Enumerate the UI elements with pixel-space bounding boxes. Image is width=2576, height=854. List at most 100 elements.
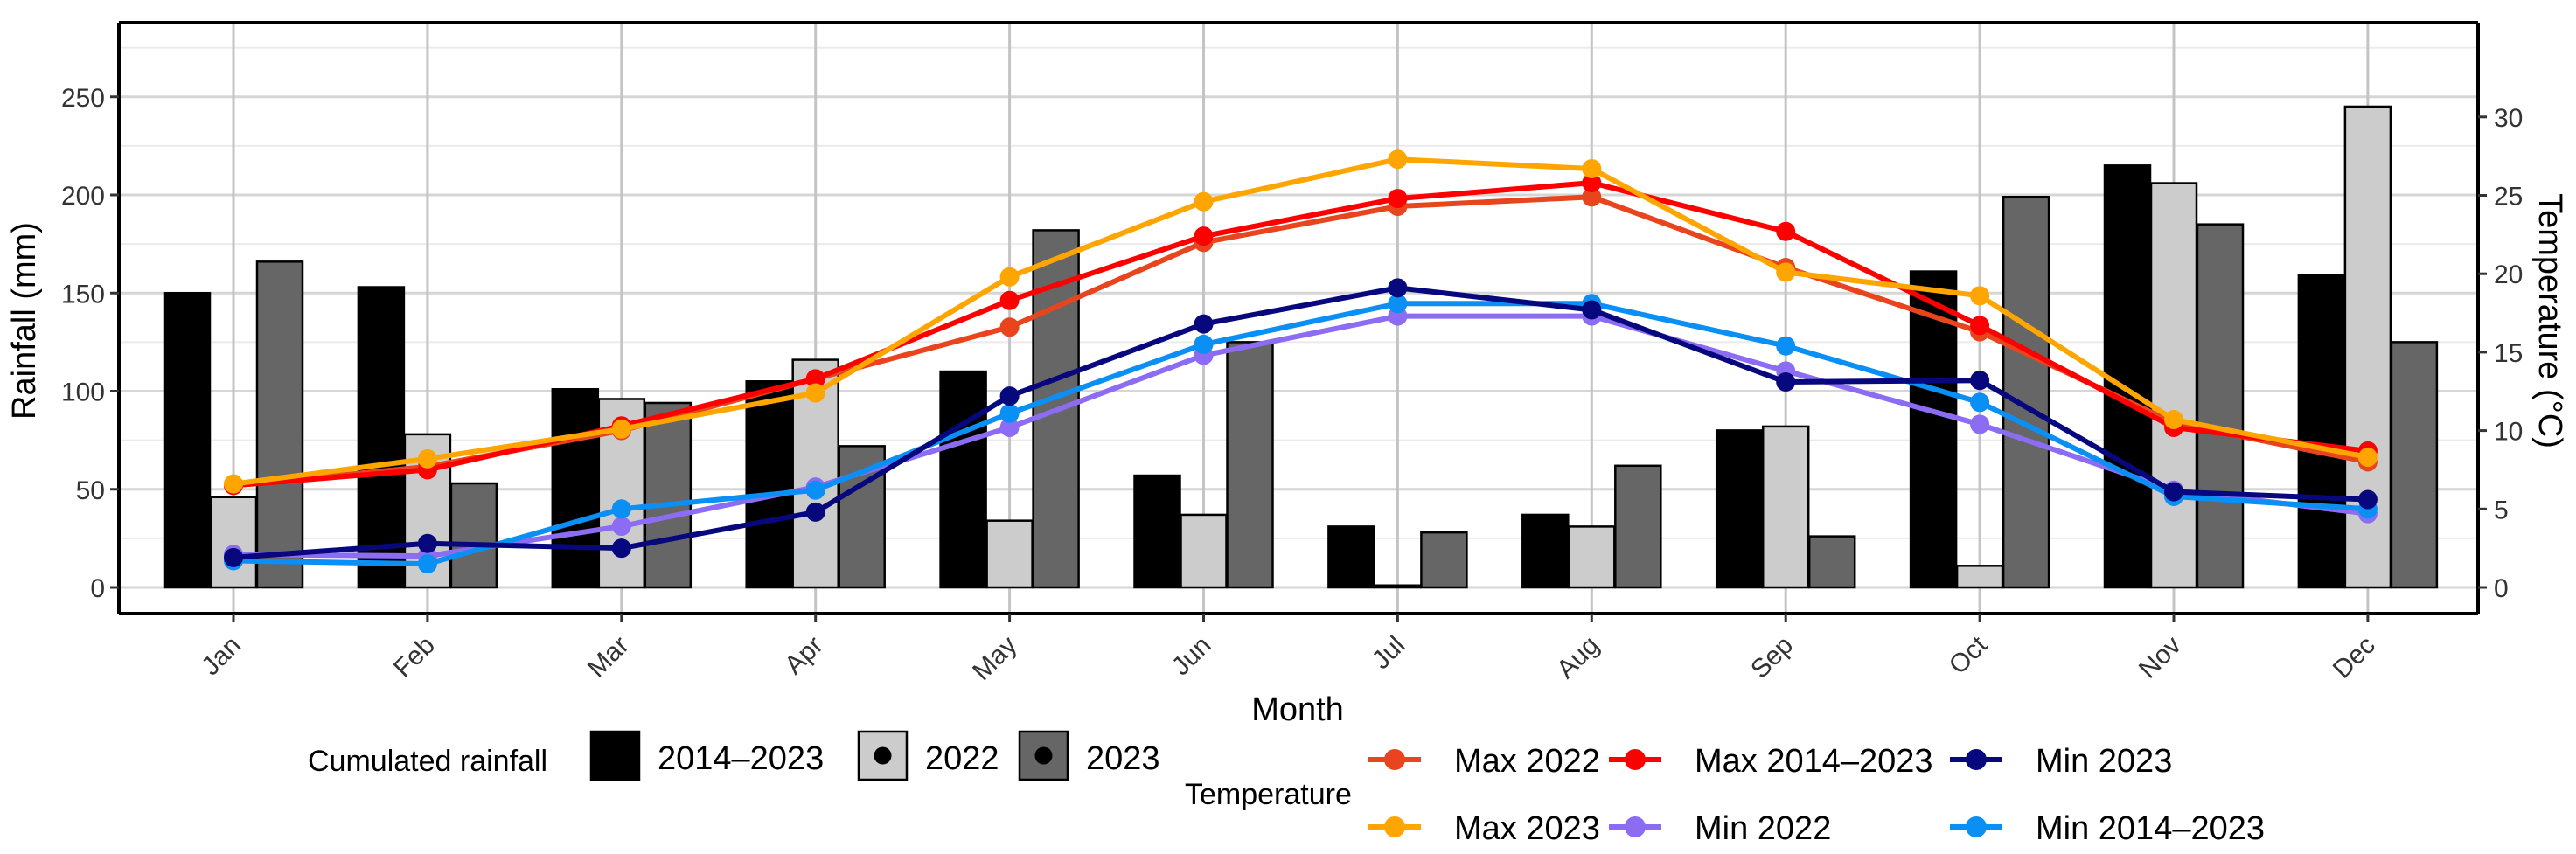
y-tick-label: 200: [61, 182, 105, 211]
bar-2023-Nov: [2196, 223, 2245, 589]
grid-layer: [119, 23, 2478, 614]
bar-2023-Mar: [644, 401, 693, 589]
legend-key-point-5: [1966, 816, 1987, 837]
legend-key-point-4: [1625, 816, 1646, 837]
point-series-2-Nov: [2164, 482, 2183, 502]
y2-axis-title: Temperature (°C): [2531, 193, 2568, 448]
bar-2022-Jun: [1180, 513, 1228, 589]
point-series-2-Dec: [2357, 489, 2378, 510]
legend-key-bar-0: [589, 730, 641, 781]
y2-tick-label: 30: [2494, 104, 2523, 133]
point-series-1-Sep: [1776, 221, 1796, 241]
bar-avg-Feb: [357, 286, 406, 589]
point-series-2-Oct: [1970, 371, 1990, 391]
legend-key-point-1: [1625, 749, 1646, 770]
point-series-0-Aug: [1582, 187, 1602, 207]
point-series-5-Sep: [1776, 336, 1796, 356]
y-tick-label: 0: [90, 574, 105, 603]
bar-2023-Aug: [1614, 464, 1662, 589]
bar-avg-Dec: [2297, 274, 2346, 589]
bar-2022-Nov: [2149, 182, 2198, 589]
bar-avg-Jan: [163, 292, 212, 589]
point-series-1-May: [999, 290, 1020, 310]
bar-avg-May: [939, 370, 987, 589]
legend: Cumulated rainfall Temperature 2014–2023…: [308, 730, 2265, 847]
point-series-0-May: [999, 317, 1020, 337]
point-series-2-May: [999, 386, 1020, 406]
legend-key-dot-1: [874, 746, 892, 765]
y-tick-label: 100: [61, 378, 105, 407]
bar-avg-Nov: [2103, 164, 2152, 589]
point-series-2-Aug: [1582, 300, 1602, 320]
y-tick-label: 250: [61, 84, 105, 113]
bar-avg-Sep: [1715, 429, 1764, 589]
point-series-2-Feb: [417, 533, 437, 553]
line-series-3: [233, 156, 2369, 487]
point-series-3-Jul: [1388, 149, 1408, 170]
legend-label-line-1: Max 2014–2023: [1695, 743, 1933, 780]
line-series-4: [233, 313, 2369, 559]
bar-2022-Aug: [1568, 525, 1616, 589]
rainfall-legend-title: Cumulated rainfall: [308, 745, 547, 778]
point-series-2-Jul: [1388, 278, 1408, 298]
point-series-3-Sep: [1776, 262, 1796, 282]
point-series-5-Feb: [417, 554, 437, 574]
point-series-3-Feb: [417, 448, 437, 469]
bar-2022-Jan: [209, 496, 258, 589]
lines-layer: [224, 149, 2378, 574]
bar-avg-Jun: [1133, 474, 1181, 589]
point-series-1-Apr: [805, 369, 825, 389]
legend-label-line-0: Max 2022: [1454, 743, 1600, 780]
bar-2023-Oct: [2002, 195, 2050, 589]
point-series-4-Oct: [1970, 414, 1990, 434]
plot-panel: [119, 23, 2478, 614]
point-series-5-Mar: [611, 499, 631, 519]
y-tick-label: 150: [61, 280, 105, 309]
legend-label-line-3: Max 2023: [1454, 810, 1600, 847]
line-series-2: [233, 285, 2369, 560]
legend-label-bar-1: 2022: [925, 740, 999, 777]
point-series-1-Oct: [1970, 316, 1990, 336]
bar-2023-Jun: [1226, 341, 1274, 589]
bars-layer: [163, 105, 2439, 589]
legend-key-point-2: [1966, 749, 1987, 770]
legend-key-point-3: [1384, 816, 1405, 837]
bar-avg-Apr: [745, 380, 793, 589]
point-series-1-Jun: [1194, 226, 1214, 246]
y2-tick-label: 5: [2494, 496, 2509, 524]
legend-label-bar-0: 2014–2023: [658, 740, 824, 777]
y2-tick-label: 20: [2494, 260, 2523, 289]
bar-2022-Jul: [1374, 584, 1422, 589]
y-tick-label: 50: [76, 476, 105, 505]
bar-2022-May: [985, 519, 1034, 589]
legend-label-line-5: Min 2014–2023: [2036, 810, 2265, 847]
legend-label-line-4: Min 2022: [1695, 810, 1831, 847]
y2-tick-label: 10: [2494, 418, 2523, 447]
legend-label-bar-2: 2023: [1086, 740, 1160, 777]
point-series-4-Mar: [611, 517, 631, 537]
bar-2023-Dec: [2390, 341, 2439, 589]
bar-2023-Sep: [1807, 535, 1856, 589]
point-series-2-Jun: [1194, 314, 1214, 334]
bar-avg-Jul: [1327, 525, 1375, 589]
point-series-2-Jan: [224, 547, 243, 567]
point-series-5-Oct: [1970, 392, 1990, 413]
point-series-1-Aug: [1582, 173, 1602, 193]
point-series-5-Apr: [805, 480, 825, 500]
bar-2023-Jan: [255, 260, 304, 589]
point-series-2-Apr: [805, 502, 825, 522]
bar-avg-Mar: [551, 388, 600, 589]
bar-2023-Feb: [449, 482, 498, 589]
bar-avg-Aug: [1521, 513, 1570, 589]
point-series-5-Jun: [1194, 334, 1214, 354]
point-series-4-May: [999, 418, 1020, 438]
point-series-2-Sep: [1776, 371, 1796, 392]
point-series-5-Jul: [1388, 294, 1408, 314]
y2-tick-label: 25: [2494, 183, 2523, 212]
legend-label-line-2: Min 2023: [2036, 743, 2172, 780]
bar-2023-Jul: [1420, 531, 1468, 589]
line-series-5: [233, 301, 2369, 567]
y-axis-title: Rainfall (mm): [6, 222, 43, 420]
